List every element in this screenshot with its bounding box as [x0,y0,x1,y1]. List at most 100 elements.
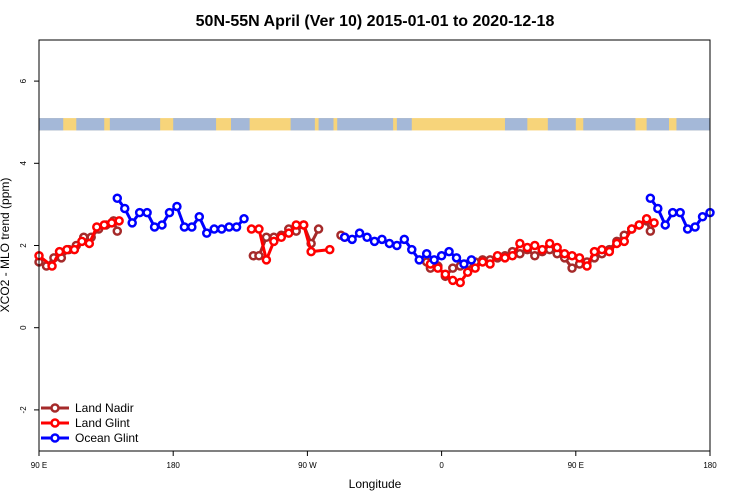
data-point-ocean-glint [436,251,447,261]
data-point-land-glint [470,263,480,273]
y-axis: -2 0 2 4 6 [19,78,39,413]
data-point-ocean-glint [149,222,160,232]
data-point-land-nadir [313,224,324,234]
data-point-ocean-glint [164,207,175,218]
data-point-ocean-glint [667,207,678,218]
data-point-ocean-glint [466,255,477,265]
data-point-ocean-glint [362,232,372,243]
x-axis: 90 E 180 90 W 0 90 E 180 [31,451,717,470]
data-point-land-glint [291,220,301,230]
data-point-ocean-glint [202,228,212,238]
data-point-ocean-glint [209,224,219,234]
data-point-land-glint [106,218,117,228]
x-tick-label: 90 W [298,461,317,470]
data-point-land-nadir [254,251,264,261]
data-point-land-glint [641,214,652,224]
strip-ocean-band [76,118,105,131]
y-tick-label: 4 [19,161,28,166]
strip-ocean-band [337,118,394,131]
data-point-ocean-glint [399,234,410,245]
data-point-land-glint [530,240,540,251]
data-point-ocean-glint [354,228,365,238]
legend-label-land-nadir: Land Nadir [75,401,134,415]
data-point-land-glint [612,238,622,249]
y-tick-label: 6 [19,78,28,83]
data-point-land-glint [597,244,607,255]
x-tick-label: 90 E [31,461,47,470]
data-point-land-nadir [261,232,272,243]
data-point-land-nadir [645,226,656,236]
data-point-land-glint [246,224,257,234]
data-point-ocean-glint [421,248,432,259]
data-point-land-glint [477,257,488,267]
data-point-land-glint [589,246,600,257]
data-point-land-glint [522,242,533,253]
data-point-land-glint [537,244,547,255]
data-point-land-glint [114,216,124,226]
data-point-ocean-glint [127,218,137,228]
data-point-ocean-glint [112,193,123,203]
data-point-land-glint [254,224,264,234]
strip-ocean-band [318,118,334,131]
data-point-ocean-glint [179,222,190,232]
data-point-ocean-glint [134,207,145,218]
data-point-ocean-glint [239,214,249,224]
data-point-land-glint [500,253,510,263]
legend-marker-ocean-glint [50,433,60,443]
data-point-ocean-glint [231,222,242,232]
strip-ocean-band [290,118,315,131]
data-point-land-glint [515,238,525,249]
data-point-ocean-glint [690,222,700,232]
data-point-land-glint [92,222,102,232]
data-point-land-glint [462,267,473,277]
data-point-ocean-glint [407,244,417,255]
data-point-land-glint [552,242,562,253]
data-point-ocean-glint [339,232,350,243]
data-point-ocean-glint [660,220,671,230]
data-point-land-glint [567,251,577,261]
data-point-ocean-glint [414,255,424,265]
strip-ocean-band [39,118,64,131]
strip-ocean-band [547,118,576,131]
data-point-land-glint [492,251,503,261]
x-tick-label: 180 [167,461,181,470]
data-point-ocean-glint [157,220,167,230]
data-point-land-glint [619,236,630,247]
data-point-ocean-glint [369,236,380,247]
y-tick-label: 0 [19,325,28,330]
legend-marker-land-glint [50,418,60,428]
data-point-land-glint [634,220,644,230]
data-point-land-glint [325,244,335,255]
data-point-ocean-glint [347,234,357,245]
x-tick-label: 0 [439,461,444,470]
data-point-ocean-glint [187,222,197,232]
data-point-ocean-glint [392,240,402,251]
data-point-ocean-glint [444,246,454,257]
data-point-land-glint [77,236,87,247]
y-axis-label: XCO2 - MLO trend (ppm) [0,178,12,313]
strip-ocean-band [396,118,412,131]
data-point-ocean-glint [451,253,462,263]
series-land-glint [34,214,659,288]
data-point-land-glint [574,253,585,263]
data-point-land-glint [448,275,458,286]
data-point-ocean-glint [675,207,685,218]
data-point-ocean-glint [645,193,656,203]
strip-ocean-band [583,118,636,131]
data-point-land-glint [455,277,465,288]
data-point-land-glint [440,269,451,280]
y-tick-label: -2 [19,406,28,414]
data-point-land-glint [99,220,109,230]
legend-label-ocean-glint: Ocean Glint [75,431,139,445]
data-point-land-glint [47,261,57,271]
data-point-land-nadir [515,248,525,259]
data-point-ocean-glint [119,203,130,214]
data-point-land-glint [284,228,294,238]
data-point-land-glint [276,232,287,243]
data-point-land-glint [269,236,279,247]
x-tick-label: 180 [703,461,717,470]
data-point-land-glint [261,255,272,265]
data-point-land-nadir [448,263,458,273]
